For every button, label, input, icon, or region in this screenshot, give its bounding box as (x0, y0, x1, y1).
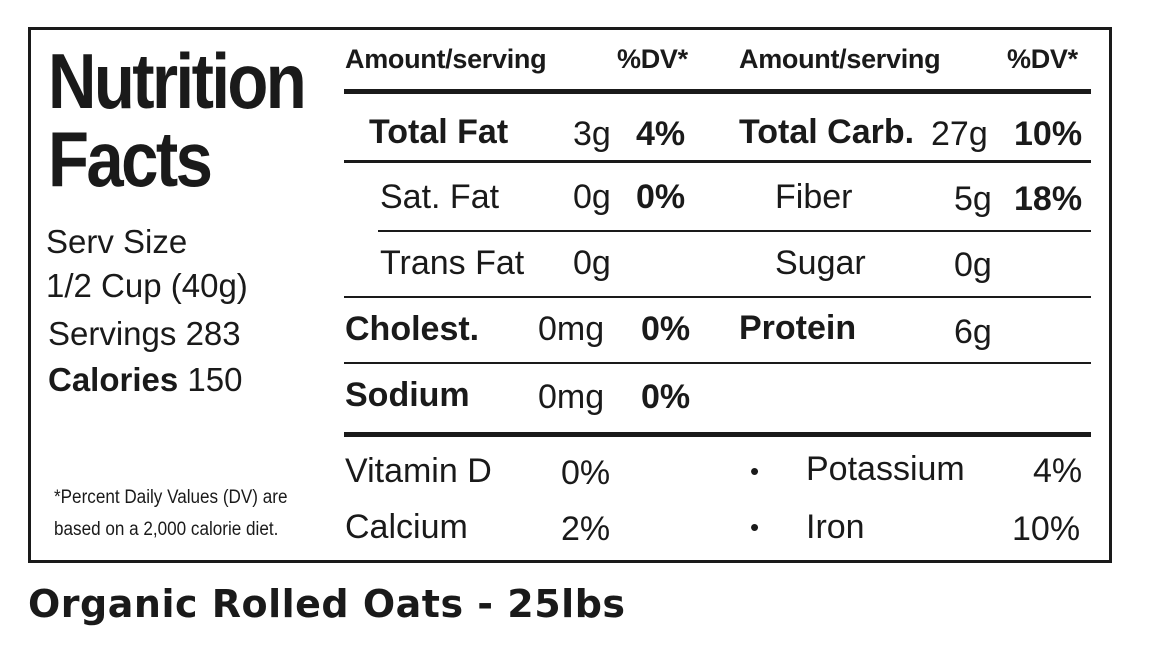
divider-thin-1 (344, 296, 1091, 298)
vitamin-dv: 0% (561, 454, 611, 492)
calories-value: 150 (187, 361, 243, 398)
vitamin-name: Potassium (806, 450, 965, 488)
header-dv-left: %DV* (617, 44, 688, 74)
vitamin-name: Calcium (345, 508, 468, 546)
nutrient-amount: 6g (954, 313, 992, 351)
header-amount-right: Amount/serving (739, 44, 941, 74)
nutrient-dv: 4% (636, 115, 686, 153)
nutrient-name: Total Fat (369, 113, 509, 151)
servings-value: 283 (185, 315, 241, 352)
nutrient-amount: 27g (931, 115, 988, 153)
nutrition-facts-label (28, 27, 1112, 563)
nutrient-dv: 0% (636, 178, 686, 216)
bullet-icon: • (750, 456, 760, 486)
nutrient-amount: 0mg (538, 378, 605, 416)
calories-label: Calories (48, 361, 179, 398)
nutrient-amount: 0g (573, 178, 611, 216)
nutrient-amount: 5g (954, 180, 992, 218)
nutrient-amount: 0g (573, 244, 611, 282)
vitamin-dv: 4% (1033, 452, 1083, 490)
servings-label: Servings (48, 315, 177, 352)
nutrient-dv: 0% (641, 378, 691, 416)
calories: Calories 150 (48, 362, 242, 398)
vitamin-name: Iron (806, 508, 865, 546)
nutrient-name: Fiber (775, 178, 853, 216)
title-facts: Facts (48, 115, 213, 203)
bullet-icon: • (750, 512, 760, 542)
serving-size-value: 1/2 Cup (40g) (46, 267, 248, 304)
nutrient-name: Sat. Fat (380, 178, 500, 216)
divider-thick-top (344, 89, 1091, 94)
vitamin-dv: 10% (1012, 510, 1081, 548)
nutrient-dv: 18% (1014, 180, 1083, 218)
nutrient-name: Total Carb. (739, 113, 915, 151)
divider-thin-sub (378, 230, 1091, 232)
header-amount-left: Amount/serving (345, 44, 547, 74)
nutrient-amount: 0mg (538, 310, 605, 348)
nutrient-name: Trans Fat (380, 244, 525, 282)
divider-medium (344, 160, 1091, 163)
title-nutrition: Nutrition (48, 37, 307, 125)
serving-size-label: Serv Size (46, 223, 188, 260)
footnote-line-1: *Percent Daily Values (DV) are (54, 487, 288, 508)
divider-thin-2 (344, 362, 1091, 364)
footnote-line-2: based on a 2,000 calorie diet. (54, 519, 279, 540)
servings-per-container: Servings 283 (48, 316, 241, 352)
nutrient-dv: 0% (641, 310, 691, 348)
nutrient-dv: 10% (1014, 115, 1083, 153)
header-dv-right: %DV* (1007, 44, 1078, 74)
nutrient-name: Protein (739, 309, 857, 347)
vitamin-dv: 2% (561, 510, 611, 548)
nutrient-name: Cholest. (345, 310, 480, 348)
nutrient-name: Sodium (345, 376, 470, 414)
vitamin-name: Vitamin D (345, 452, 492, 490)
product-title: Organic Rolled Oats - 25lbs (28, 582, 626, 626)
nutrient-name: Sugar (775, 244, 866, 282)
nutrient-amount: 3g (573, 115, 611, 153)
divider-thick-bottom (344, 432, 1091, 437)
nutrient-amount: 0g (954, 246, 992, 284)
